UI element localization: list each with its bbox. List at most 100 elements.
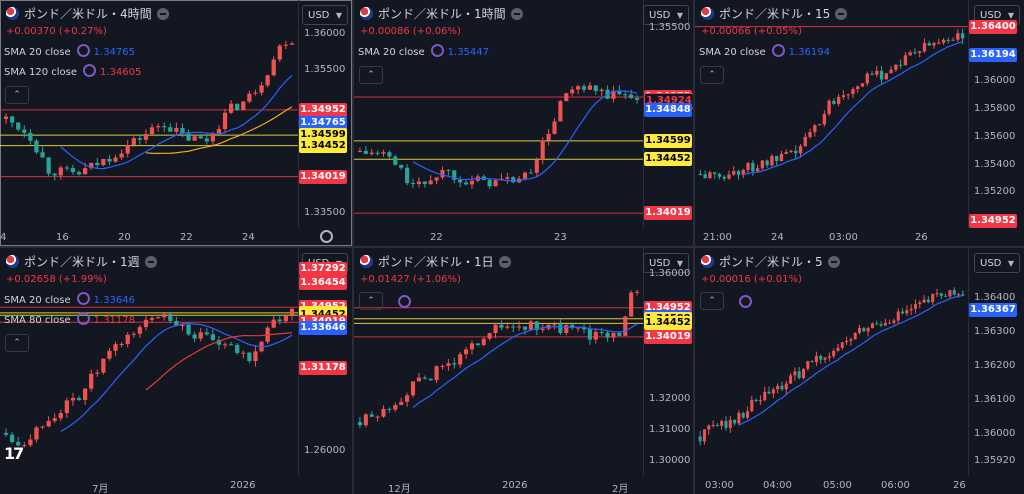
chart-panel[interactable]: ポンド／米ドル・5 +0.00016 (+0.01%) ⌃ USD ▼ 1.36400 1.… (695, 248, 1024, 494)
candle-body (935, 293, 939, 295)
symbol-header[interactable]: ポンド／米ドル・1時間 (360, 5, 523, 22)
settings-icon[interactable] (76, 44, 90, 57)
currency-select[interactable]: USD ▼ (643, 5, 689, 25)
settings-icon[interactable] (771, 44, 785, 57)
candle-body (711, 424, 715, 426)
price-axis-border (298, 0, 299, 228)
collapse-legend-button[interactable]: ⌃ (700, 66, 724, 84)
hide-icon[interactable] (827, 255, 840, 268)
candle-body (888, 322, 892, 324)
settings-icon[interactable] (76, 312, 90, 325)
hide-icon[interactable] (144, 255, 157, 268)
symbol-header[interactable]: ポンド／米ドル・5 (701, 253, 840, 270)
candle-body (381, 152, 386, 154)
currency-select[interactable]: USD ▼ (974, 253, 1020, 273)
candle-body (956, 33, 960, 40)
chart-panel[interactable]: ポンド／米ドル・15 +0.00066 (+0.05%) SMA 20 close 1… (695, 0, 1024, 246)
indicator-legend[interactable]: SMA 20 close 1.36194 (699, 44, 830, 58)
candle-body (623, 316, 628, 336)
settings-icon[interactable] (398, 295, 411, 308)
candle-body (464, 349, 469, 355)
hide-icon[interactable] (510, 7, 523, 20)
price-label: 1.36454 (299, 275, 347, 290)
candle-body (802, 368, 806, 378)
symbol-title[interactable]: ポンド／米ドル・1日 (378, 255, 494, 269)
price-axis-border (643, 248, 644, 476)
candle-body (750, 399, 754, 412)
candle-body (222, 344, 228, 346)
collapse-legend-button[interactable]: ⌃ (5, 86, 29, 104)
candle-body (570, 89, 575, 94)
candle-body (862, 328, 866, 332)
price-tick: 1.35200 (974, 186, 1016, 198)
candle-body (475, 343, 480, 346)
settings-icon[interactable] (83, 64, 97, 77)
candle-body (944, 295, 948, 297)
collapse-legend-button[interactable]: ⌃ (700, 292, 724, 310)
candle-body (499, 324, 504, 328)
candle-body (259, 85, 264, 93)
candle-body (58, 413, 63, 419)
settings-icon[interactable] (739, 295, 752, 308)
candle-body (289, 308, 295, 316)
chevron-down-icon: ▼ (335, 10, 342, 20)
hide-icon[interactable] (835, 7, 848, 20)
chart-panel[interactable]: ポンド／米ドル・1日 +0.01427 (+1.06%) ⌃ USD ▼ 1.36000 1… (354, 248, 693, 494)
candle-body (186, 133, 191, 141)
collapse-legend-button[interactable]: ⌃ (5, 334, 29, 352)
currency-select[interactable]: USD ▼ (643, 253, 689, 273)
settings-icon[interactable] (76, 292, 90, 305)
symbol-header[interactable]: ポンド／米ドル・1日 (360, 253, 511, 270)
indicator-legend[interactable]: SMA 120 close 1.34605 (4, 64, 141, 78)
price-tick: 1.36200 (974, 360, 1016, 371)
symbol-title[interactable]: ポンド／米ドル・4時間 (24, 7, 152, 21)
candle-body (70, 397, 76, 401)
symbol-header[interactable]: ポンド／米ドル・1週 (6, 253, 157, 270)
candle-body (198, 136, 203, 139)
collapse-legend-button[interactable]: ⌃ (359, 66, 383, 84)
candle-body (155, 126, 161, 128)
candle-body (434, 177, 439, 181)
symbol-title[interactable]: ポンド／米ドル・1時間 (378, 7, 506, 21)
candle-body (235, 344, 240, 353)
price-label: 1.34019 (299, 169, 347, 184)
candle-body (870, 323, 874, 329)
candle-body (849, 339, 853, 341)
candle-body (751, 162, 755, 172)
collapse-legend-button[interactable]: ⌃ (359, 292, 383, 310)
candle-body (894, 64, 898, 70)
candle-body (357, 150, 363, 152)
indicator-legend[interactable]: SMA 20 close 1.35447 (358, 44, 489, 58)
symbol-title[interactable]: ポンド／米ドル・1週 (24, 255, 140, 269)
candle-body (241, 352, 246, 354)
candle-body (464, 182, 469, 185)
symbol-title[interactable]: ポンド／米ドル・5 (719, 255, 823, 269)
candle-body (564, 324, 569, 333)
candle-body (446, 363, 451, 366)
symbol-header[interactable]: ポンド／米ドル・15 (701, 5, 848, 22)
symbol-title[interactable]: ポンド／米ドル・15 (719, 7, 831, 21)
candle-body (422, 181, 427, 185)
hide-icon[interactable] (156, 7, 169, 20)
indicator-legend[interactable]: SMA 20 close 1.33646 (4, 292, 135, 306)
currency-select[interactable]: USD ▼ (302, 5, 348, 25)
symbol-header[interactable]: ポンド／米ドル・4時間 (6, 5, 169, 22)
settings-gear-icon[interactable] (320, 230, 333, 243)
hide-icon[interactable] (498, 255, 511, 268)
chart-panel[interactable]: ポンド／米ドル・1時間 +0.00086 (+0.06%) SMA 20 close… (354, 0, 693, 246)
price-label: 1.34952 (969, 214, 1017, 228)
indicator-legend[interactable]: SMA 80 close 1.31178 (4, 312, 135, 326)
candle-body (605, 332, 610, 338)
chart-panel[interactable]: ポンド／米ドル・1週 +0.02658 (+1.99%) SMA 20 close 1… (0, 248, 352, 494)
candle-body (363, 414, 368, 426)
candle-body (210, 133, 216, 142)
candle-body (399, 401, 404, 406)
candle-body (277, 45, 282, 60)
chart-panel[interactable]: ポンド／米ドル・4時間 +0.00370 (+0.27%) SMA 20 close… (0, 0, 352, 246)
candle-body (253, 92, 258, 94)
indicator-label: SMA 120 close (4, 67, 78, 78)
settings-icon[interactable] (430, 44, 444, 57)
candle-body (845, 340, 849, 343)
indicator-legend[interactable]: SMA 20 close 1.34765 (4, 44, 135, 58)
indicator-value: 1.31178 (93, 315, 136, 326)
